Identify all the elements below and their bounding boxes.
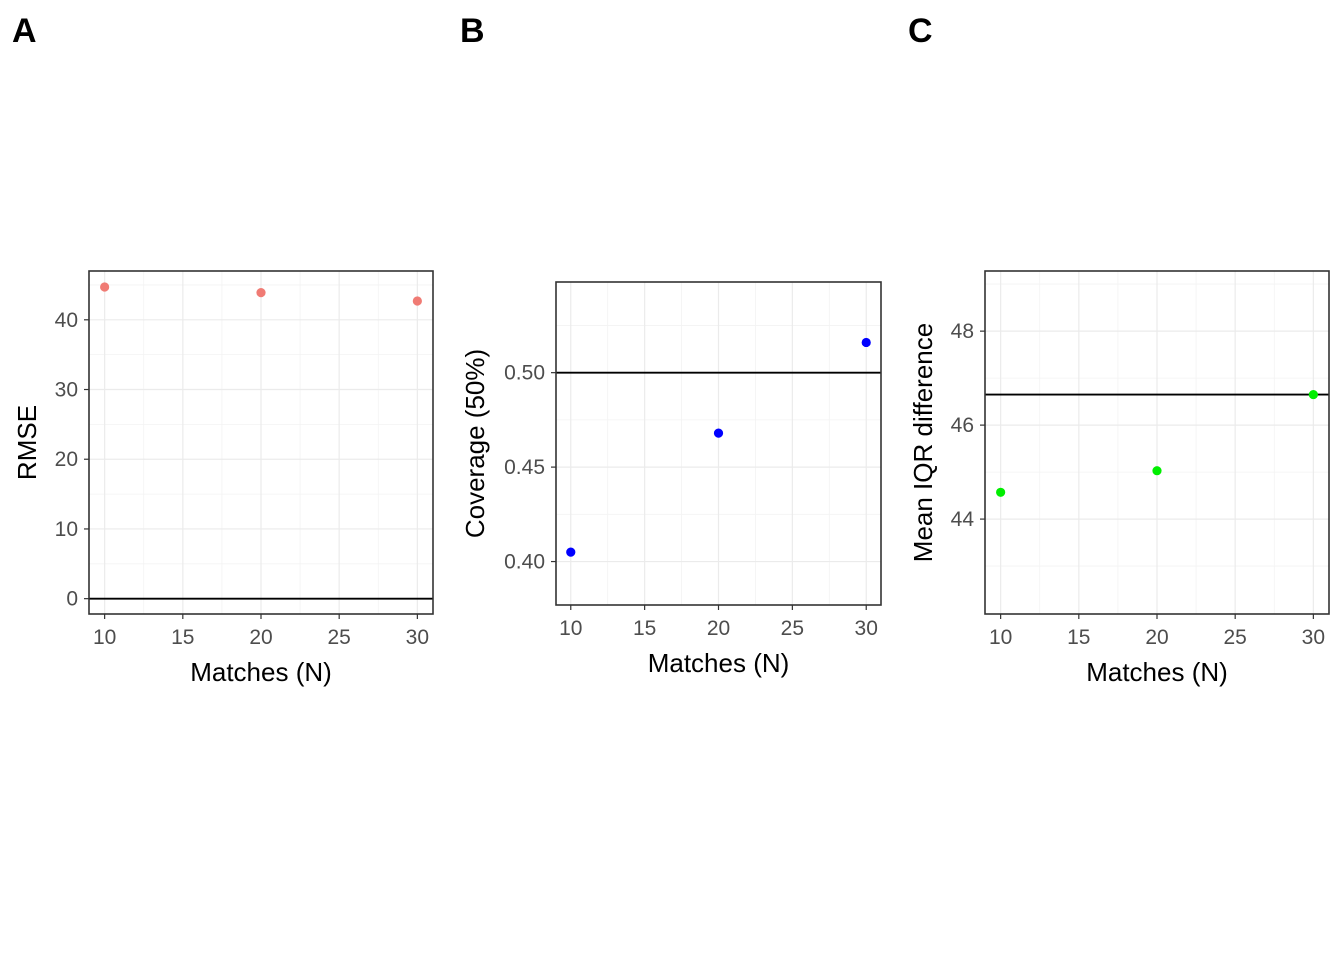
x-tick-label: 15	[1067, 626, 1090, 649]
data-point	[996, 487, 1006, 497]
data-point	[256, 288, 266, 298]
x-tick-label: 10	[559, 617, 582, 640]
y-tick-label: 44	[951, 508, 975, 531]
x-tick-label: 20	[707, 617, 730, 640]
panel-label: C	[908, 12, 933, 50]
x-tick-label: 30	[855, 617, 878, 640]
y-tick-label: 0.50	[504, 362, 545, 385]
x-axis-title: Matches (N)	[1086, 657, 1228, 687]
panel-label: A	[12, 12, 37, 50]
data-point	[412, 296, 422, 306]
x-tick-label: 25	[328, 626, 351, 649]
y-tick-label: 20	[55, 448, 78, 471]
data-point	[566, 547, 576, 557]
x-axis-title: Matches (N)	[648, 648, 790, 678]
data-point	[1152, 466, 1162, 476]
y-tick-label: 48	[951, 320, 974, 343]
data-point	[713, 428, 724, 438]
data-point	[1308, 389, 1318, 400]
data-point	[861, 337, 871, 348]
chart-panel-a: A 10 15 20 25 30 0 10 20 30 40 Matches (N) RMSE	[12, 12, 434, 687]
y-axis-title: Coverage (50%)	[460, 349, 490, 538]
x-tick-label: 15	[633, 617, 656, 640]
x-axis-title: Matches (N)	[190, 657, 332, 687]
x-tick-label: 20	[1145, 626, 1168, 649]
y-tick-label: 10	[55, 518, 78, 541]
y-tick-label: 46	[951, 414, 974, 437]
data-point	[100, 282, 110, 292]
y-tick-label: 30	[55, 379, 78, 402]
x-tick-label: 15	[171, 626, 194, 649]
x-tick-label: 25	[1224, 626, 1247, 649]
y-tick-label: 0.45	[504, 456, 545, 479]
panels: A 10 15 20 25 30 0 10 20 30 40 Matches (N) RMSE B 10 15…	[12, 12, 1330, 687]
x-tick-label: 10	[93, 626, 116, 649]
y-axis-title: Mean IQR difference	[908, 323, 938, 562]
chart-panel-c: C 10 15 20 25 30 44 46 48 Matches (N) Mean IQR dif…	[908, 12, 1330, 687]
y-axis-title: RMSE	[12, 405, 42, 480]
y-tick-label: 0	[66, 588, 78, 611]
x-tick-label: 30	[406, 626, 429, 649]
chart-panel-b: B 10 15 20 25 30 0.40 0.45 0.50 Matches (N) Covera…	[460, 12, 882, 678]
y-tick-label: 40	[55, 309, 78, 332]
x-tick-label: 10	[989, 626, 1012, 649]
panel-label: B	[460, 12, 485, 50]
x-tick-label: 30	[1302, 626, 1325, 649]
x-tick-label: 25	[781, 617, 804, 640]
y-tick-label: 0.40	[504, 551, 545, 574]
x-tick-label: 20	[249, 626, 272, 649]
